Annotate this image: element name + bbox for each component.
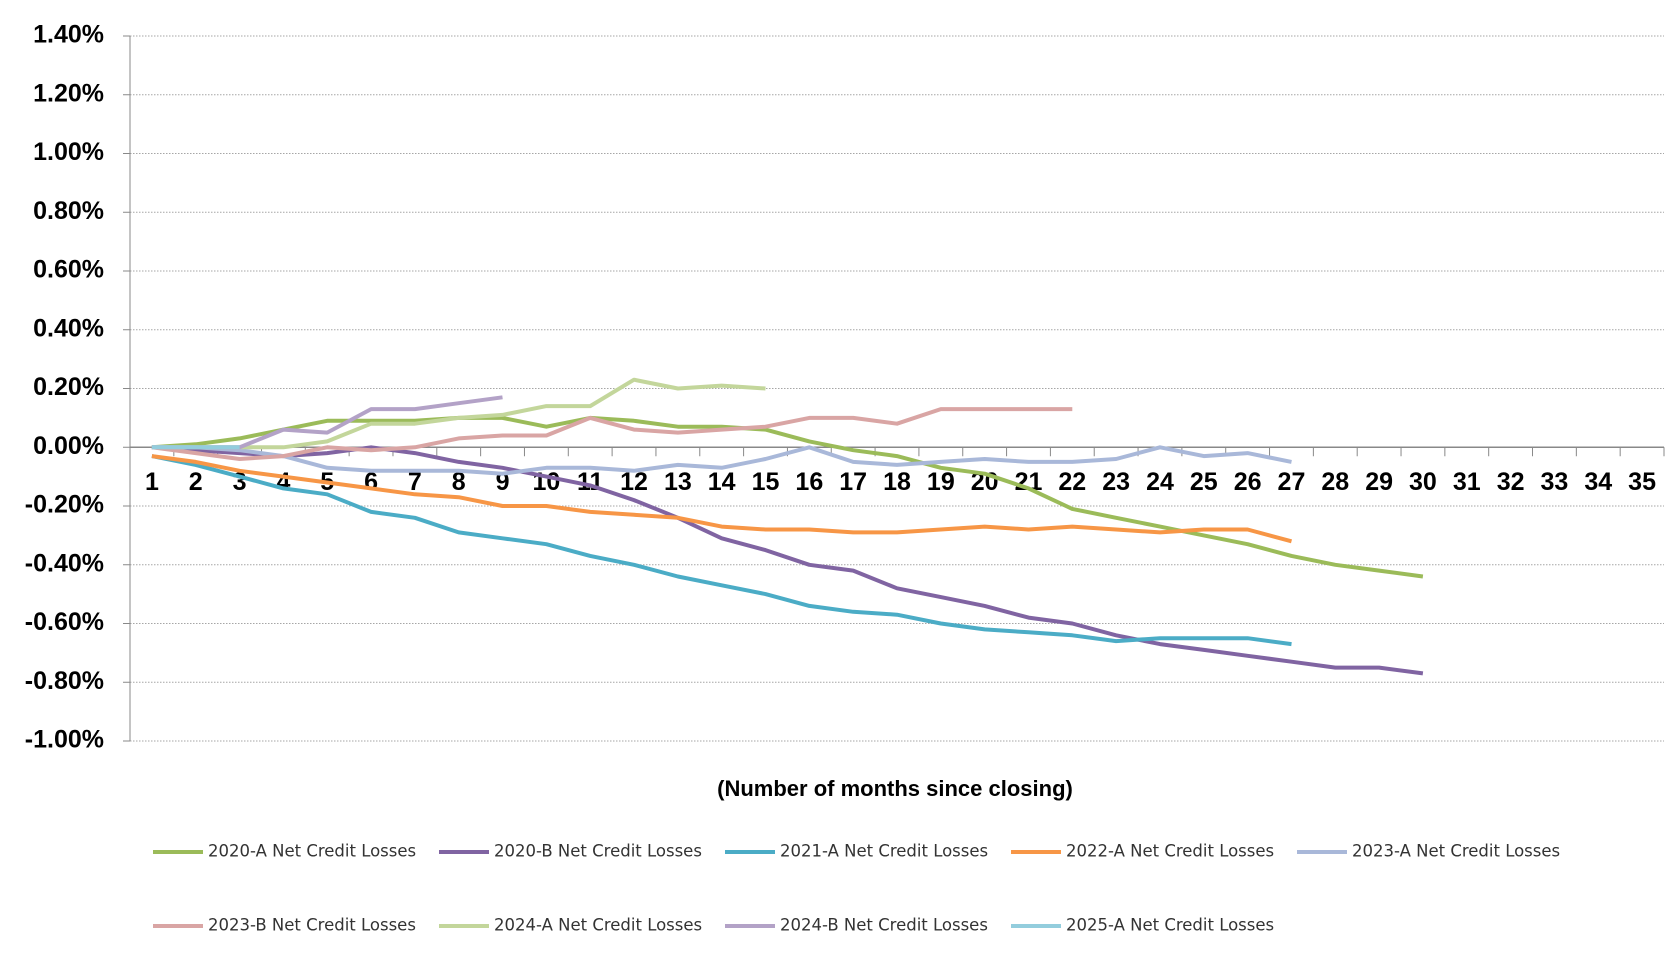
x-tick-label: 32	[1497, 468, 1525, 496]
x-tick-label: 8	[452, 468, 466, 496]
x-tick-label: 23	[1102, 468, 1130, 496]
legend-label: 2023-A Net Credit Losses	[1352, 842, 1560, 861]
x-tick-label: 10	[532, 468, 560, 496]
legend-label: 2021-A Net Credit Losses	[780, 842, 988, 861]
series-line	[151, 377, 766, 450]
y-tick-label: 1.40%	[33, 21, 104, 49]
x-tick-label: 15	[752, 468, 780, 496]
x-tick-label: 35	[1628, 468, 1656, 496]
x-tick-label: 19	[927, 468, 955, 496]
y-tick-label: -0.60%	[25, 608, 104, 636]
y-tick-label: 0.60%	[33, 256, 104, 284]
series-line	[151, 445, 1292, 476]
y-tick-label: 1.00%	[33, 138, 104, 166]
x-tick-label: 22	[1058, 468, 1086, 496]
series-line	[151, 454, 1293, 544]
x-tick-label: 31	[1453, 468, 1481, 496]
y-tick-label: -0.80%	[25, 667, 104, 695]
legend-label: 2024-B Net Credit Losses	[780, 916, 988, 935]
legend-label: 2024-A Net Credit Losses	[494, 916, 702, 935]
series-line	[151, 415, 1424, 579]
x-tick-label: 7	[408, 468, 422, 496]
x-tick-label: 34	[1584, 468, 1612, 496]
x-tick-label: 28	[1321, 468, 1349, 496]
x-tick-label: 27	[1278, 468, 1306, 496]
legend-label: 2022-A Net Credit Losses	[1066, 842, 1274, 861]
legend-label: 2020-B Net Credit Losses	[494, 842, 702, 861]
series-line	[151, 407, 1073, 461]
x-tick-label: 29	[1365, 468, 1393, 496]
legend-label: 2020-A Net Credit Losses	[208, 842, 416, 861]
legend-label: 2023-B Net Credit Losses	[208, 916, 416, 935]
x-tick-label: 16	[795, 468, 823, 496]
y-tick-label: 1.20%	[33, 79, 104, 107]
x-tick-label: 26	[1234, 468, 1262, 496]
x-tick-label: 13	[664, 468, 692, 496]
x-tick-label: 24	[1146, 468, 1174, 496]
y-tick-label: 0.80%	[33, 197, 104, 225]
x-tick-label: 2	[189, 468, 203, 496]
x-tick-label: 30	[1409, 468, 1437, 496]
x-tick-label: 4	[276, 468, 290, 496]
y-tick-label: -0.20%	[25, 491, 104, 519]
series-line	[151, 454, 1292, 647]
x-tick-label: 18	[883, 468, 911, 496]
x-tick-label: 25	[1190, 468, 1218, 496]
y-tick-label: -0.40%	[25, 549, 104, 577]
x-tick-label: 17	[839, 468, 867, 496]
x-tick-label: 33	[1541, 468, 1569, 496]
y-tick-label: 0.40%	[33, 314, 104, 342]
y-tick-label: -1.00%	[25, 726, 104, 754]
x-tick-label: 1	[145, 468, 159, 496]
x-axis-label: (Number of months since closing)	[717, 776, 1073, 801]
y-tick-label: 0.20%	[33, 373, 104, 401]
x-tick-label: 14	[708, 468, 736, 496]
legend-label: 2025-A Net Credit Losses	[1066, 916, 1274, 935]
y-tick-label: 0.00%	[33, 432, 104, 460]
